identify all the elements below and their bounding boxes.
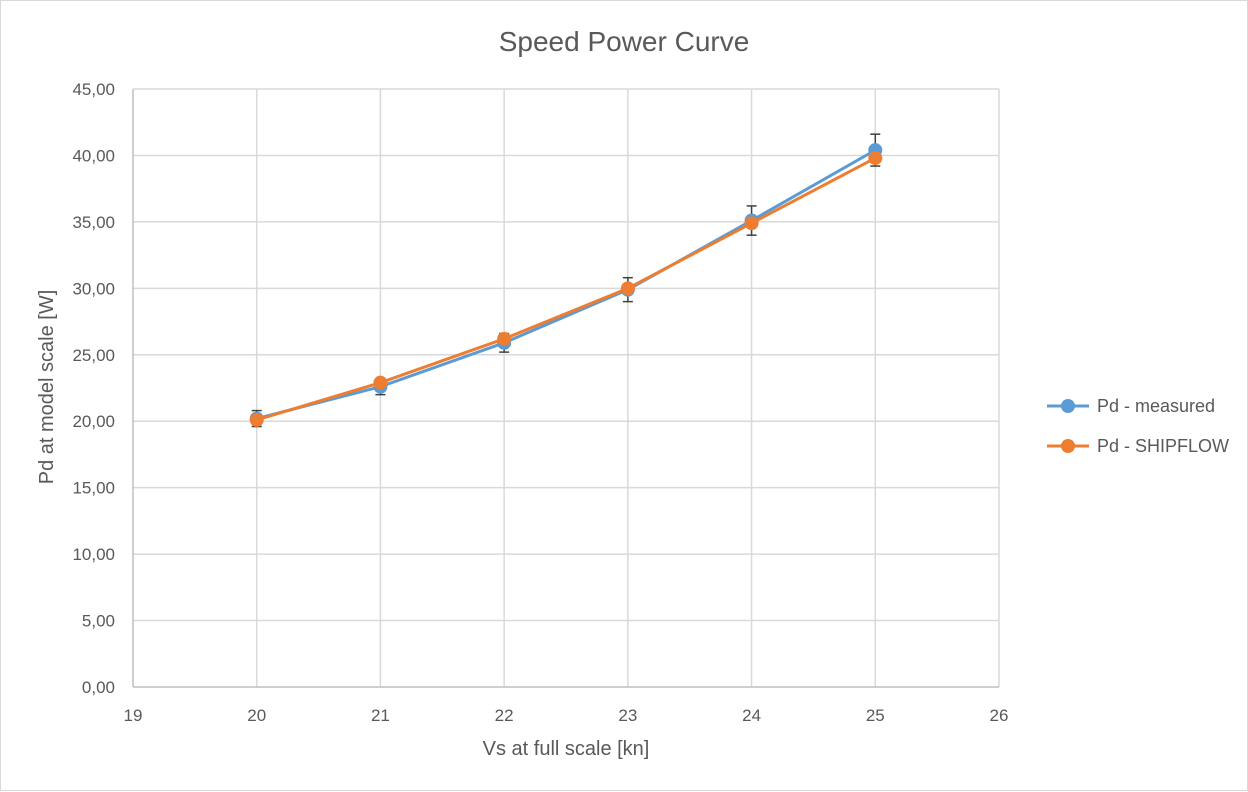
y-tick-label: 15,00 (72, 479, 115, 498)
y-axis-title: Pd at model scale [W] (36, 290, 58, 485)
y-tick-label: 30,00 (72, 279, 115, 298)
x-axis-title: Vs at full scale [kn] (483, 738, 650, 760)
series-line-shipflow (256, 156, 876, 422)
x-tick-label: 20 (247, 706, 266, 725)
y-tick-label: 5,00 (82, 612, 115, 631)
y-tick-label: 0,00 (82, 678, 115, 697)
x-tick-labels: 19 20 21 22 23 24 25 26 (124, 706, 1009, 725)
x-tick-label: 23 (618, 706, 637, 725)
x-tick-label: 21 (371, 706, 390, 725)
axes (132, 89, 999, 688)
y-tick-label: 35,00 (72, 213, 115, 232)
grid (133, 88, 1000, 687)
data-point-shipflow (497, 331, 512, 346)
data-point-shipflow (373, 375, 388, 390)
series-line-measured (256, 148, 877, 421)
x-tick-label: 25 (866, 706, 885, 725)
data-point-shipflow (249, 412, 264, 427)
legend-label-measured: Pd - measured (1097, 396, 1215, 416)
x-tick-label: 22 (495, 706, 514, 725)
error-bars (251, 133, 881, 428)
data-point-shipflow (744, 216, 759, 231)
x-tick-label: 24 (742, 706, 761, 725)
chart-title: Speed Power Curve (499, 26, 750, 57)
x-tick-label: 26 (990, 706, 1009, 725)
y-tick-labels: 0,00 5,00 10,00 15,00 20,00 25,00 30,00 35,00 40… (72, 80, 115, 697)
legend-label-shipflow: Pd - SHIPFLOW (1097, 436, 1229, 456)
legend-marker-measured (1061, 399, 1075, 413)
legend-item-measured[interactable]: Pd - measured (1047, 396, 1215, 416)
y-tick-label: 45,00 (72, 80, 115, 99)
y-tick-label: 10,00 (72, 545, 115, 564)
data-point-shipflow (868, 151, 883, 166)
legend-item-shipflow[interactable]: Pd - SHIPFLOW (1047, 436, 1229, 456)
y-tick-label: 25,00 (72, 346, 115, 365)
series-group (249, 143, 883, 427)
y-tick-label: 20,00 (72, 412, 115, 431)
legend-marker-shipflow (1061, 439, 1075, 453)
data-point-shipflow (620, 281, 635, 296)
y-tick-label: 40,00 (72, 146, 115, 165)
legend[interactable]: Pd - measured Pd - SHIPFLOW (1047, 396, 1229, 456)
x-tick-label: 19 (124, 706, 143, 725)
